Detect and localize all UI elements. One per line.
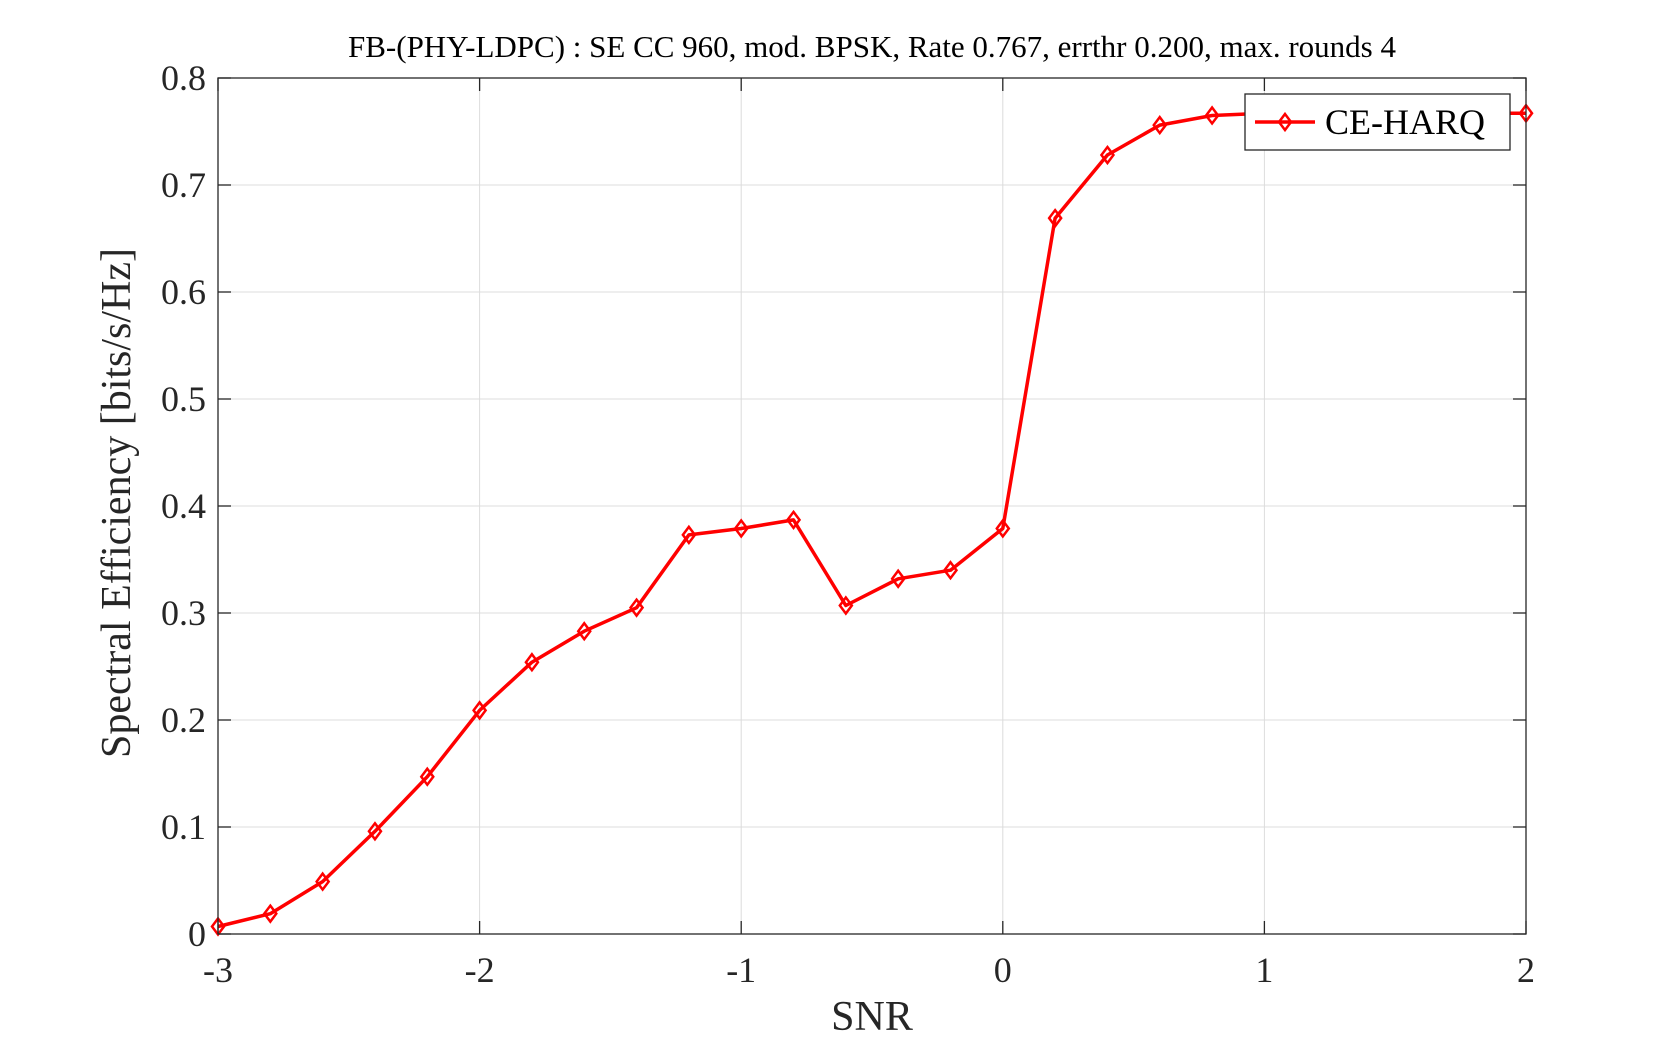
x-tick-label: 1 xyxy=(1255,950,1273,990)
y-tick-label: 0 xyxy=(188,914,206,954)
x-tick-label: 0 xyxy=(994,950,1012,990)
data-point-marker xyxy=(472,700,488,721)
data-point-marker xyxy=(419,766,435,787)
y-tick-label: 0.3 xyxy=(161,593,206,633)
data-point-marker xyxy=(733,518,749,539)
x-tick-label: -1 xyxy=(726,950,756,990)
x-axis-label: SNR xyxy=(831,994,913,1040)
y-tick-label: 0.4 xyxy=(161,486,206,526)
data-point-marker xyxy=(1047,208,1063,229)
data-point-marker xyxy=(890,568,906,589)
data-point-marker xyxy=(1099,144,1116,166)
data-point-marker xyxy=(262,903,278,924)
legend-label: CE-HARQ xyxy=(1325,102,1485,142)
data-point-marker xyxy=(315,871,331,892)
y-tick-label: 0.1 xyxy=(161,807,206,847)
x-tick-label: -3 xyxy=(203,950,233,990)
x-tick-label: -2 xyxy=(465,950,495,990)
data-point-marker xyxy=(1204,105,1220,126)
data-point-marker xyxy=(524,652,540,673)
data-point-marker xyxy=(942,560,959,581)
data-point-marker xyxy=(576,621,592,642)
data-point-marker xyxy=(785,509,802,530)
data-point-marker xyxy=(628,597,645,618)
y-tick-label: 0.8 xyxy=(161,58,206,98)
data-point-marker xyxy=(838,595,854,616)
data-point-marker xyxy=(367,821,383,842)
y-tick-label: 0.5 xyxy=(161,379,206,419)
chart-title: FB-(PHY-LDPC) : SE CC 960, mod. BPSK, Ra… xyxy=(348,29,1396,64)
x-tick-label: 2 xyxy=(1517,950,1535,990)
y-tick-label: 0.6 xyxy=(161,272,206,312)
y-axis-label: Spectral Efficiency [bits/s/Hz] xyxy=(94,248,140,758)
data-point-marker xyxy=(681,524,697,545)
data-point-marker xyxy=(1152,114,1168,136)
y-tick-label: 0.2 xyxy=(161,700,206,740)
legend-marker-sample xyxy=(1277,111,1293,133)
data-point-marker xyxy=(995,518,1011,539)
y-tick-label: 0.7 xyxy=(161,165,206,205)
